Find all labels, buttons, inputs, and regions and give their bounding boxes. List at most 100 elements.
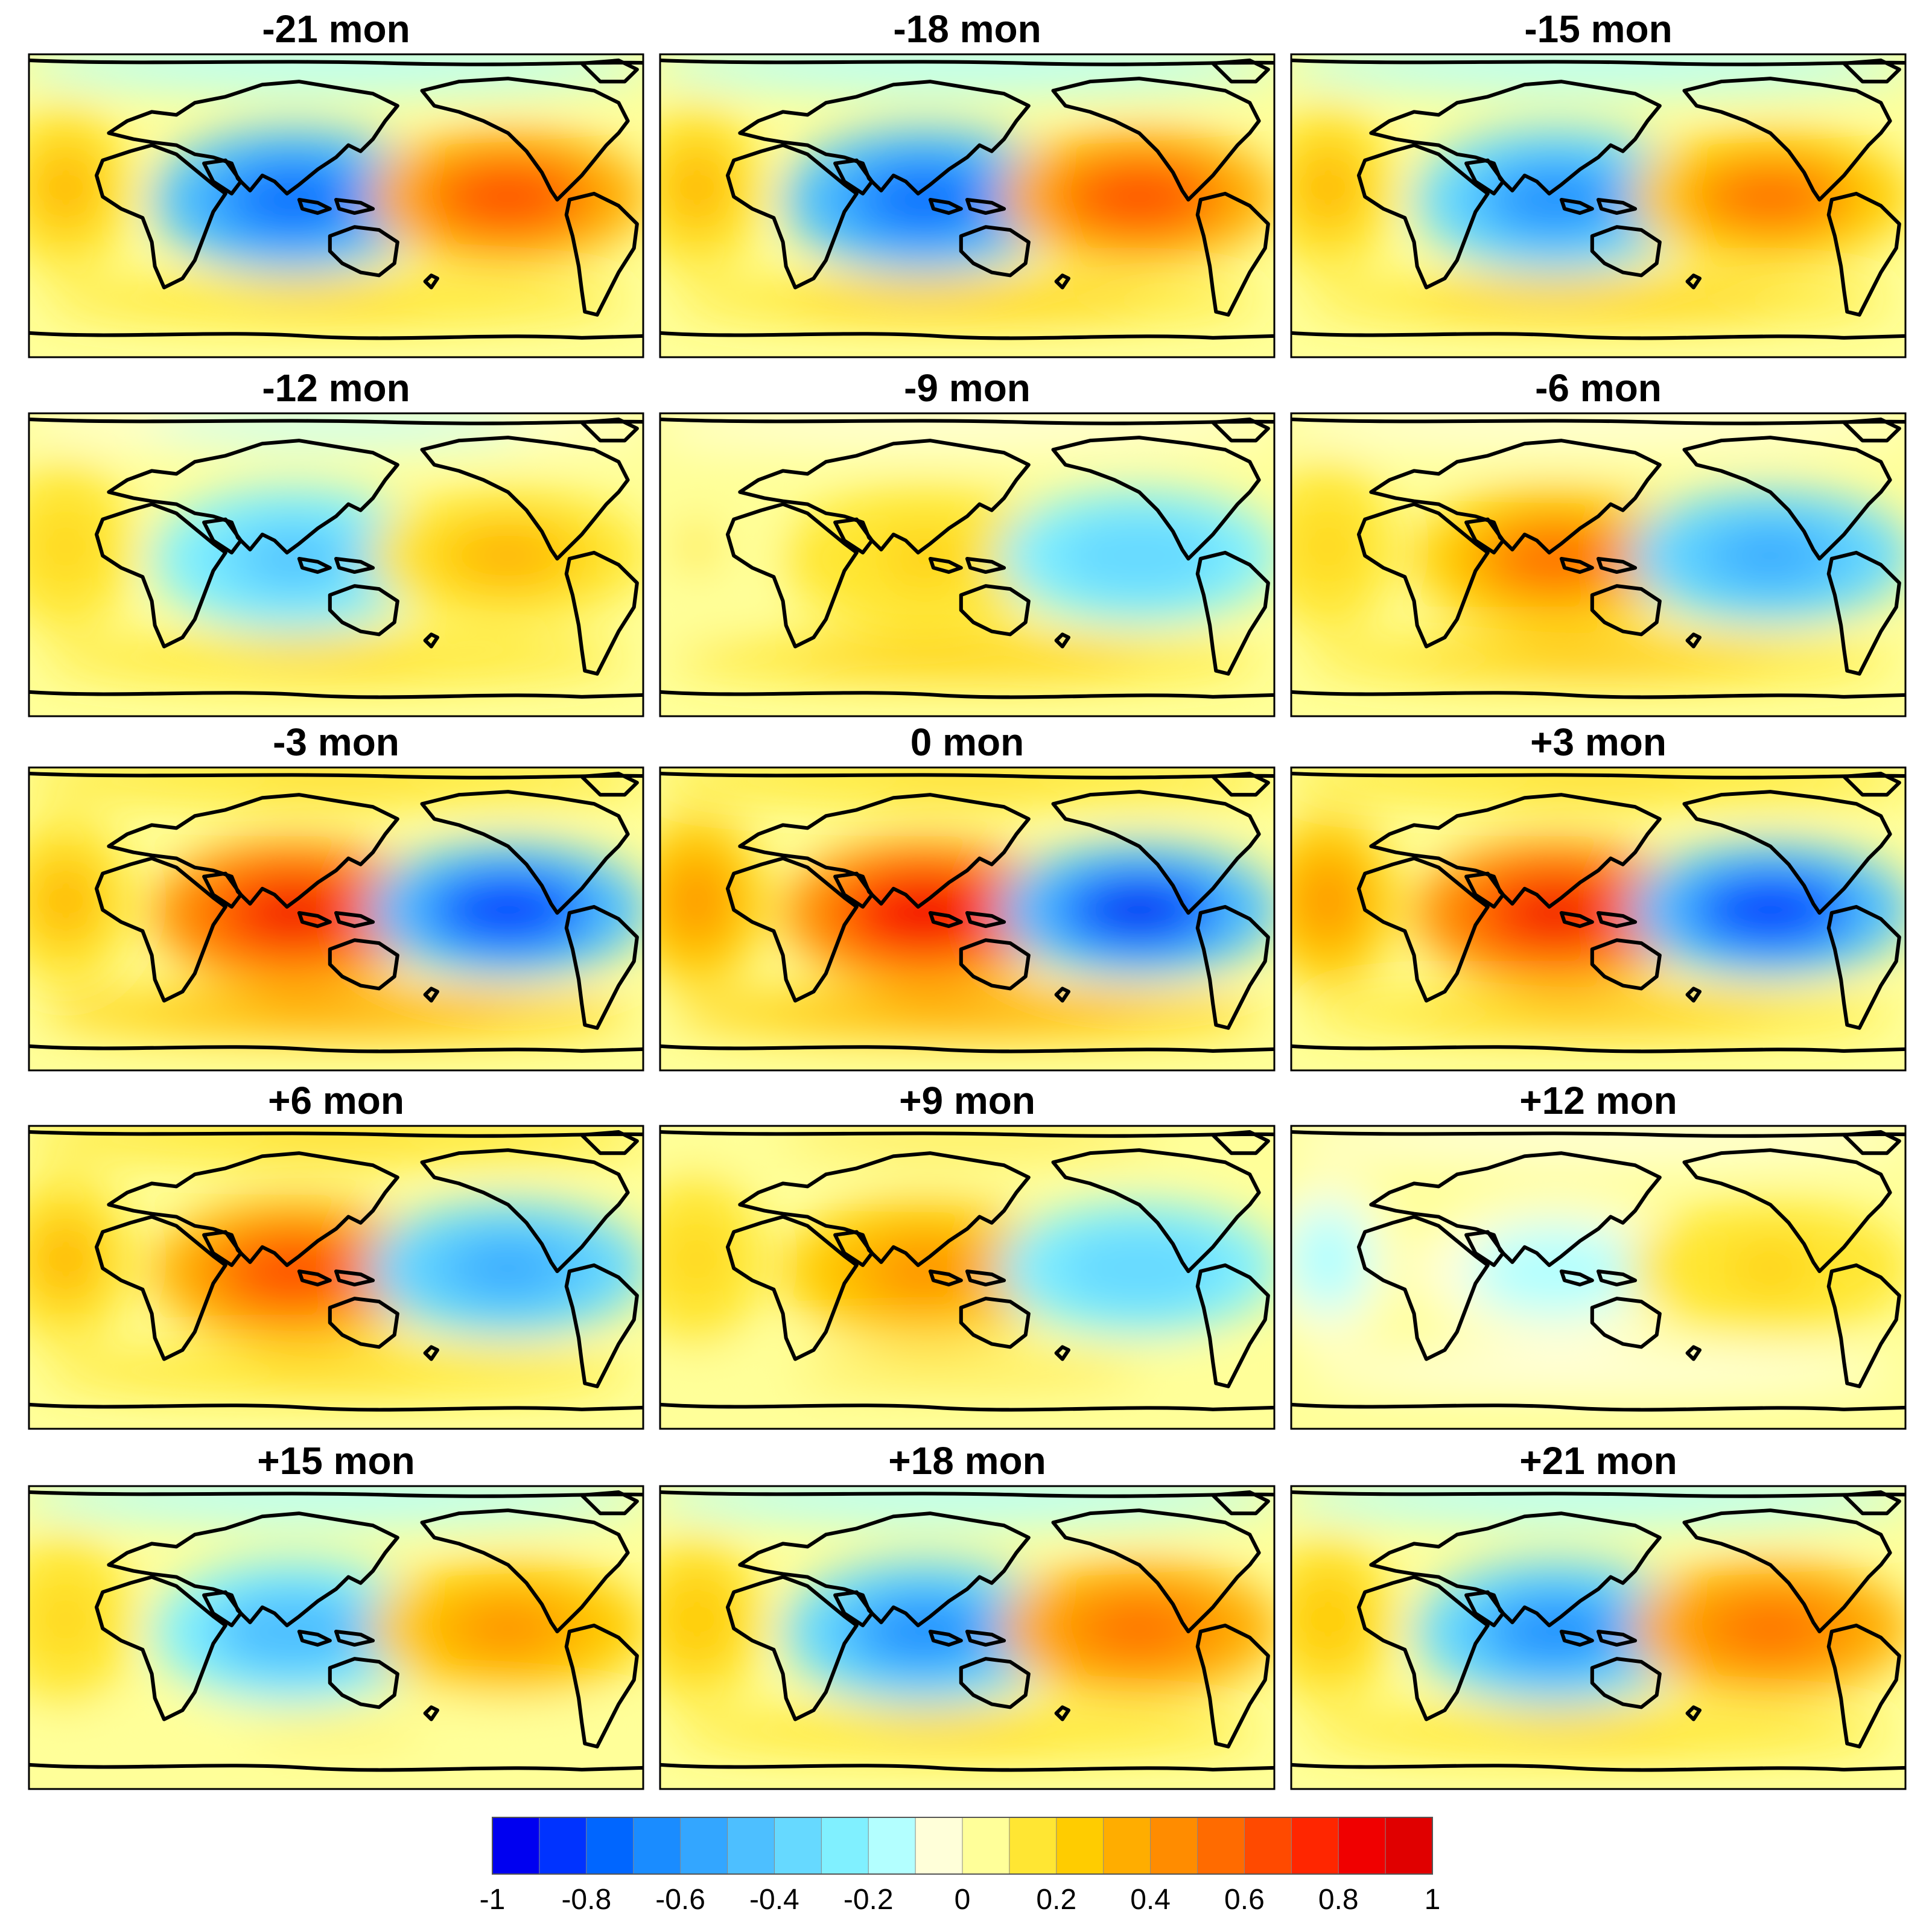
colorbar-tick-label: -0.2	[844, 1884, 894, 1916]
map-panel: +15 mon	[28, 1439, 644, 1790]
map-panel: -3 mon	[28, 720, 644, 1072]
colorbar-swatch	[868, 1817, 917, 1875]
anomaly-core	[676, 521, 717, 573]
anomaly-core	[250, 1609, 335, 1654]
anomaly-core	[247, 292, 425, 307]
anomaly-core	[45, 1594, 86, 1645]
map-panel: -21 mon	[28, 7, 644, 358]
anomaly-core	[1727, 1248, 1813, 1289]
colorbar-swatch	[680, 1817, 728, 1875]
anomaly-core	[676, 875, 717, 927]
panel-title: +3 mon	[1530, 720, 1667, 764]
map-frame	[1290, 53, 1907, 358]
colorbar-tick-label: 0.8	[1318, 1884, 1359, 1916]
map-frame	[1290, 766, 1907, 1072]
colorbar-swatch	[962, 1817, 1010, 1875]
anomaly-core	[1513, 177, 1598, 222]
map-frame	[659, 1485, 1276, 1790]
panel-title: -9 mon	[904, 366, 1031, 410]
panel-title: +18 mon	[888, 1439, 1046, 1482]
panel-title: -18 mon	[893, 7, 1041, 51]
map-frame	[1290, 412, 1907, 717]
anomaly-core	[465, 889, 551, 930]
map-frame	[659, 412, 1276, 717]
panel-title: +9 mon	[899, 1079, 1035, 1122]
anomaly-core	[1513, 536, 1598, 581]
anomaly-core	[1308, 1233, 1349, 1285]
anomaly-core	[1727, 889, 1813, 930]
anomaly-core	[465, 1608, 551, 1649]
anomaly-core	[882, 1249, 967, 1294]
anomaly-core	[1096, 535, 1182, 576]
map-panel: +21 mon	[1290, 1439, 1907, 1790]
colorbar-swatch	[492, 1817, 540, 1875]
map-panel: -18 mon	[659, 7, 1276, 358]
anomaly-core	[465, 535, 551, 576]
anomaly-core	[465, 176, 551, 217]
anomaly-core	[250, 177, 335, 222]
panel-title: 0 mon	[910, 720, 1024, 764]
colorbar-tick-label: 1	[1425, 1884, 1441, 1916]
colorbar-swatch	[633, 1817, 681, 1875]
map-panel: +6 mon	[28, 1079, 644, 1430]
map-frame	[659, 1125, 1276, 1430]
colorbar-swatch	[774, 1817, 822, 1875]
colorbar-swatch	[1009, 1817, 1057, 1875]
colorbar-tick-label: -0.8	[561, 1884, 611, 1916]
colorbar-tick-label: 0.2	[1036, 1884, 1076, 1916]
anomaly-core	[1513, 1249, 1598, 1294]
colorbar-tick-label: 0.4	[1130, 1884, 1171, 1916]
colorbar-swatch	[915, 1817, 963, 1875]
colorbar-tick-label: -0.6	[655, 1884, 705, 1916]
colorbar-swatch	[1385, 1817, 1434, 1875]
anomaly-core	[250, 891, 335, 935]
map-frame	[659, 766, 1276, 1072]
colorbar-tick-label: -1	[480, 1884, 506, 1916]
colorbar-swatch	[1103, 1817, 1151, 1875]
anomaly-core	[1096, 1248, 1182, 1289]
anomaly-core	[45, 1233, 86, 1285]
colorbar-swatch	[1291, 1817, 1339, 1875]
anomaly-core	[1510, 1005, 1687, 1020]
map-frame	[28, 1485, 644, 1790]
map-frame	[1290, 1485, 1907, 1790]
anomaly-core	[879, 1005, 1056, 1020]
colorbar-tick-label: -0.4	[749, 1884, 799, 1916]
anomaly-core	[1308, 875, 1349, 927]
panel-title: -12 mon	[262, 366, 410, 410]
anomaly-core	[879, 651, 1056, 666]
anomaly-core	[879, 1724, 1056, 1739]
panel-title: +12 mon	[1519, 1079, 1677, 1122]
colorbar-swatch	[1056, 1817, 1104, 1875]
anomaly-core	[1096, 1608, 1182, 1649]
anomaly-core	[250, 1249, 335, 1294]
colorbar-swatch	[1338, 1817, 1387, 1875]
panel-title: -15 mon	[1524, 7, 1672, 51]
panel-title: -21 mon	[262, 7, 410, 51]
anomaly-core	[1727, 176, 1813, 217]
map-panel: +3 mon	[1290, 720, 1907, 1072]
map-frame	[28, 53, 644, 358]
anomaly-core	[45, 162, 86, 214]
colorbar-swatch	[1244, 1817, 1292, 1875]
anomaly-core	[1308, 521, 1349, 573]
anomaly-core	[465, 1248, 551, 1289]
colorbar-tick-label: 0.6	[1224, 1884, 1265, 1916]
anomaly-core	[247, 1005, 425, 1020]
anomaly-core	[1510, 651, 1687, 666]
colorbar-swatch	[539, 1817, 587, 1875]
anomaly-core	[879, 1364, 1056, 1379]
map-frame	[659, 53, 1276, 358]
anomaly-core	[1510, 1364, 1687, 1379]
anomaly-core	[676, 1233, 717, 1285]
panels: -21 mon -18 mon -15 mon -12 mon -9 mon -6 mon…	[28, 7, 1907, 1790]
colorbar-swatch	[1150, 1817, 1198, 1875]
map-panel: 0 mon	[659, 720, 1276, 1072]
map-panel: +12 mon	[1290, 1079, 1907, 1430]
anomaly-core	[676, 1594, 717, 1645]
map-frame	[28, 1125, 644, 1430]
panel-title: -3 mon	[273, 720, 399, 764]
anomaly-core	[882, 1609, 967, 1654]
colorbar-swatch	[821, 1817, 869, 1875]
